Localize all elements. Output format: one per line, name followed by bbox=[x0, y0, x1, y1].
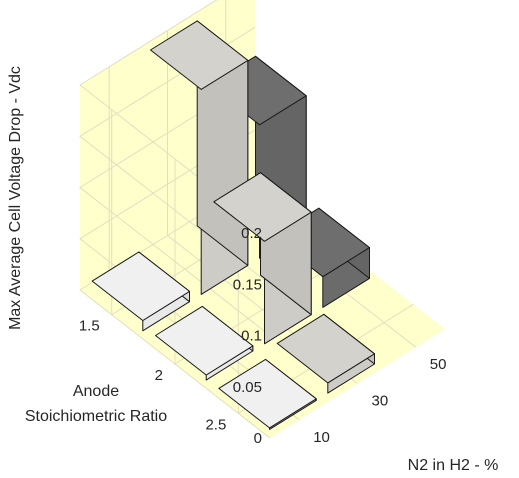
bar bbox=[218, 358, 317, 430]
bar bbox=[91, 251, 190, 332]
n2-tick-label: 10 bbox=[313, 429, 330, 446]
bar bbox=[150, 20, 249, 295]
chart-bars bbox=[91, 20, 375, 430]
bar bbox=[155, 305, 254, 381]
bar-top-face bbox=[155, 305, 254, 376]
z-axis-label: Max Average Cell Voltage Drop - Vdc bbox=[7, 66, 24, 330]
z-tick-label: 0.1 bbox=[241, 328, 262, 345]
stoich-tick-label: 2.5 bbox=[205, 416, 226, 433]
bar-top-face bbox=[276, 313, 375, 384]
chart-tick-labels: 0 0.05 0.1 0.15 0.2 1.5 2 2.5 10 30 50 bbox=[79, 225, 447, 447]
bar-top-face bbox=[213, 172, 312, 242]
bar-top-face bbox=[218, 358, 317, 429]
z-tick-label: 0.15 bbox=[233, 276, 262, 293]
z-tick-label: 0 bbox=[254, 430, 262, 447]
stoich-tick-label: 2 bbox=[155, 367, 163, 384]
bar-top-face bbox=[150, 20, 249, 90]
bar bbox=[276, 313, 375, 394]
z-tick-label: 0.05 bbox=[233, 379, 262, 396]
x-axis-label: N2 in H2 - % bbox=[408, 457, 499, 474]
stoich-tick-label: 1.5 bbox=[79, 318, 100, 335]
bar bbox=[213, 172, 312, 345]
y-axis-label-line-1: Anode bbox=[73, 383, 119, 400]
bar-top-face bbox=[91, 251, 190, 321]
y-axis-label-line-2: Stoichiometric Ratio bbox=[25, 408, 167, 425]
z-tick-label: 0.2 bbox=[241, 225, 262, 242]
n2-tick-label: 50 bbox=[430, 356, 447, 373]
z-gridline bbox=[79, 180, 271, 439]
n2-tick-label: 30 bbox=[372, 393, 389, 410]
